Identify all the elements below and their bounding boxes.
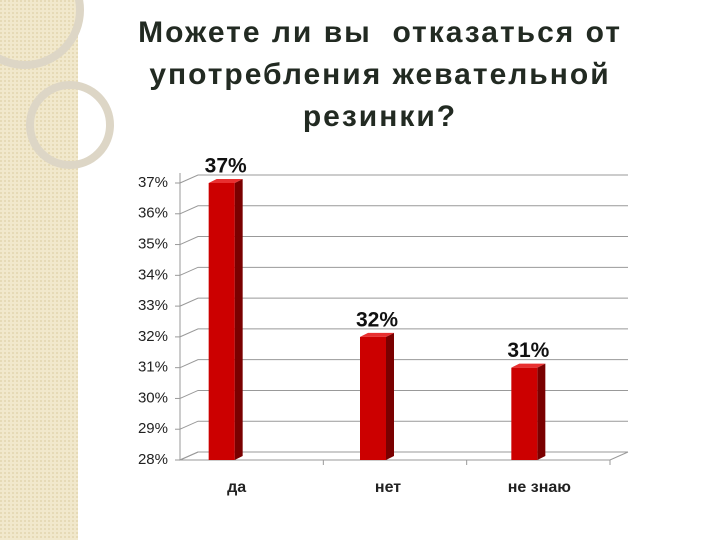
grid-line (179, 389, 628, 399)
bar-side (386, 332, 394, 460)
grid-line (179, 451, 628, 461)
grid-line (179, 359, 628, 369)
bar-top (208, 179, 243, 183)
y-tick-label: 32% (138, 328, 168, 345)
y-tick-label: 35% (138, 236, 168, 253)
floor (180, 451, 629, 461)
y-tick-label: 28% (138, 451, 168, 468)
y-tick-label: 30% (138, 389, 168, 406)
grid-line (179, 174, 628, 184)
data-label: 37% (205, 155, 247, 178)
grid-line (179, 205, 628, 215)
bar (511, 367, 538, 460)
axis-line (179, 173, 199, 461)
bar-side (537, 363, 546, 460)
decor-circles (0, 0, 114, 169)
grid-line (179, 328, 628, 338)
data-label: 32% (356, 308, 398, 331)
bar-side (234, 179, 243, 460)
x-tick-label: нет (375, 479, 401, 496)
bar (208, 183, 235, 460)
data-label: 31% (507, 339, 549, 362)
decor-strip (0, 0, 78, 540)
grid-line (179, 420, 628, 430)
bar (360, 336, 386, 460)
bar-top (360, 332, 394, 337)
x-tick-label: да (227, 479, 246, 496)
x-tick-label: не знаю (508, 479, 572, 496)
y-tick-label: 36% (138, 205, 168, 222)
chart-title: Можете ли вы отказаться от употребления … (138, 16, 633, 133)
y-tick-label: 33% (138, 297, 168, 314)
grid-line (179, 236, 628, 246)
y-tick-label: 31% (138, 359, 168, 376)
y-tick-label: 34% (138, 266, 168, 283)
grid-line (179, 266, 628, 276)
bar-top (511, 363, 546, 368)
y-tick-label: 29% (138, 420, 168, 437)
grid-line (179, 297, 628, 307)
y-tick-label: 37% (138, 174, 168, 191)
